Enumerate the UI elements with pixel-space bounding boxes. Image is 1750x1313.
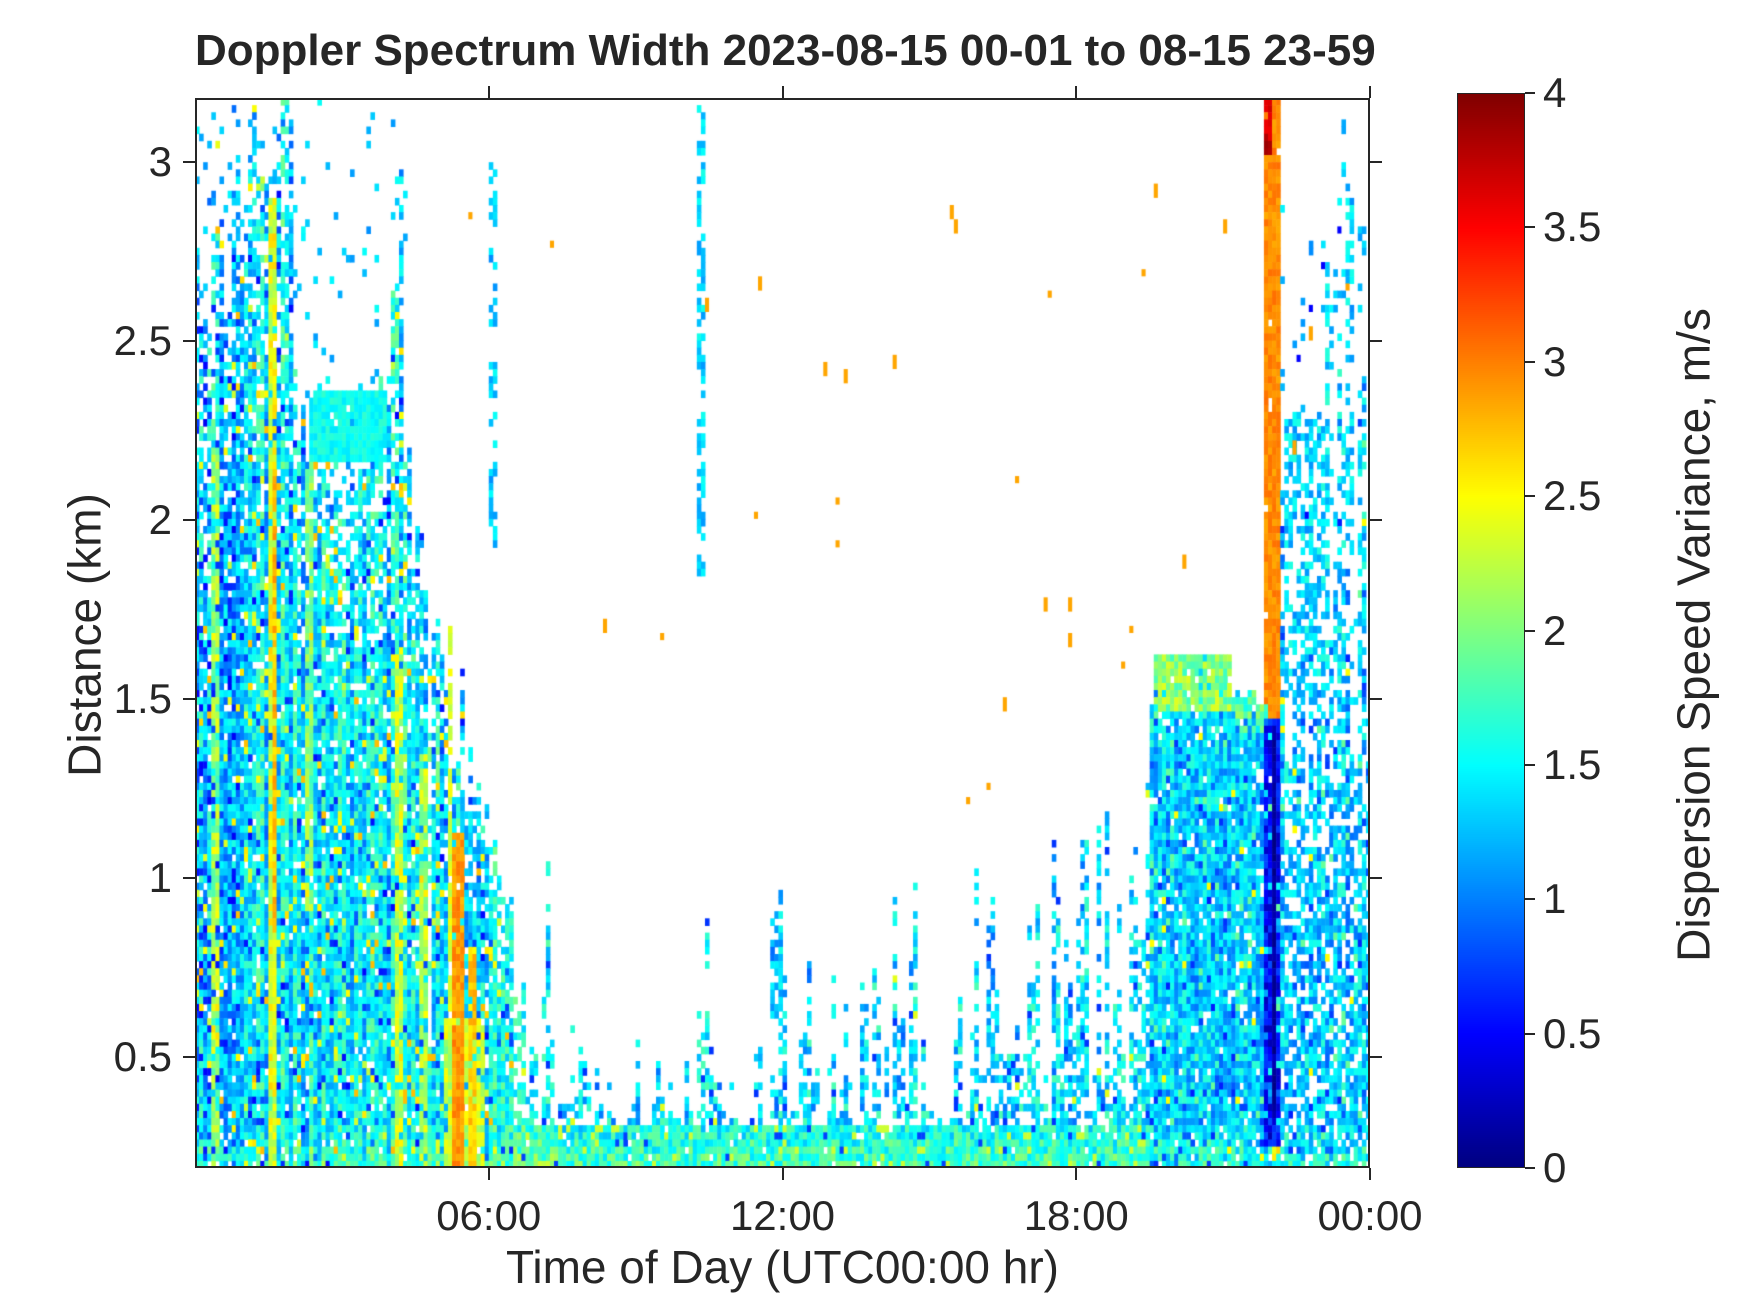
- colorbar-tick-mark: [1525, 898, 1535, 901]
- y-axis-label: Distance (km): [58, 493, 111, 777]
- y-tick-mark: [183, 1056, 195, 1059]
- colorbar-tick-mark: [1525, 1032, 1535, 1035]
- y-tick-mark-right: [1370, 340, 1382, 343]
- x-tick-mark: [781, 1168, 784, 1180]
- x-tick-mark-top: [487, 86, 490, 98]
- y-tick-label: 2.5: [113, 317, 172, 365]
- y-tick-mark-right: [1370, 877, 1382, 880]
- colorbar-tick-label: 3: [1543, 337, 1567, 385]
- colorbar-tick-label: 0: [1543, 1144, 1567, 1191]
- y-tick-mark: [183, 698, 195, 701]
- y-tick-mark-right: [1370, 1056, 1382, 1059]
- colorbar-tick-label: 1.5: [1543, 740, 1602, 788]
- y-tick-mark: [183, 340, 195, 343]
- x-tick-mark-top: [781, 86, 784, 98]
- x-tick-label: 00:00: [1317, 1192, 1423, 1239]
- colorbar-canvas: [1457, 93, 1525, 1168]
- colorbar-tick-mark: [1525, 360, 1535, 363]
- colorbar-tick-label: 1: [1543, 875, 1567, 923]
- y-tick-mark-right: [1370, 698, 1382, 701]
- y-tick-label: 1.5: [113, 675, 172, 723]
- y-tick-label: 3: [148, 138, 172, 186]
- y-tick-mark: [183, 519, 195, 522]
- chart-title: Doppler Spectrum Width 2023-08-15 00-01 …: [195, 26, 1376, 75]
- heatmap-canvas: [195, 98, 1370, 1168]
- y-tick-label: 2: [148, 496, 172, 544]
- colorbar-tick-mark: [1525, 92, 1535, 94]
- colorbar-tick-label: 0.5: [1543, 1009, 1602, 1057]
- colorbar-tick-mark: [1525, 1167, 1535, 1169]
- x-tick-mark: [487, 1168, 490, 1180]
- colorbar-tick-label: 2.5: [1543, 472, 1602, 520]
- colorbar-tick-label: 4: [1543, 69, 1567, 116]
- x-axis-label: Time of Day (UTC00:00 hr): [506, 1241, 1059, 1293]
- x-tick-mark: [1369, 1168, 1371, 1180]
- colorbar-tick-mark: [1525, 495, 1535, 498]
- colorbar-tick-mark: [1525, 763, 1535, 766]
- y-tick-mark: [183, 877, 195, 880]
- y-tick-label: 0.5: [113, 1033, 172, 1081]
- x-tick-label: 06:00: [436, 1192, 542, 1239]
- colorbar-tick-label: 2: [1543, 606, 1567, 654]
- colorbar-tick-mark: [1525, 226, 1535, 229]
- y-tick-label: 1: [148, 854, 172, 902]
- x-tick-mark-top: [1075, 86, 1078, 98]
- y-tick-mark: [183, 161, 195, 164]
- x-tick-label: 12:00: [729, 1192, 836, 1239]
- y-tick-mark-right: [1370, 161, 1382, 164]
- y-tick-mark-right: [1370, 519, 1382, 522]
- x-tick-mark: [1075, 1168, 1078, 1180]
- colorbar-tick-label: 3.5: [1543, 203, 1602, 251]
- x-tick-label: 18:00: [1023, 1192, 1129, 1239]
- colorbar-tick-mark: [1525, 629, 1535, 632]
- x-tick-mark-top: [1369, 86, 1371, 98]
